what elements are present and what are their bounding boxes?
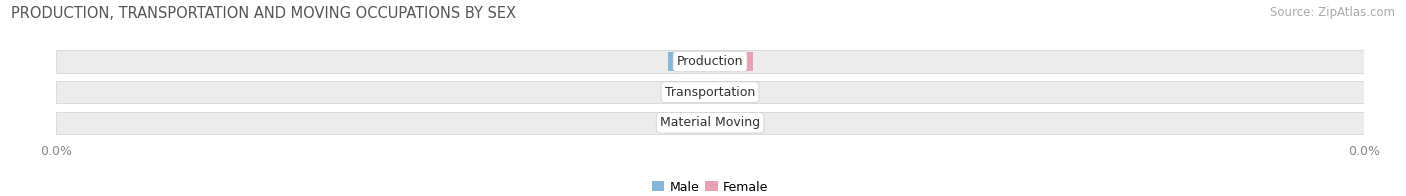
Bar [710,83,752,101]
Text: 0.0%: 0.0% [675,56,703,66]
Text: 0.0%: 0.0% [717,118,745,128]
Text: 0.0%: 0.0% [675,87,703,97]
Bar [668,83,710,101]
Bar [710,114,752,132]
Text: Source: ZipAtlas.com: Source: ZipAtlas.com [1270,6,1395,19]
Text: Material Moving: Material Moving [659,116,761,129]
Bar [668,53,710,71]
Text: PRODUCTION, TRANSPORTATION AND MOVING OCCUPATIONS BY SEX: PRODUCTION, TRANSPORTATION AND MOVING OC… [11,6,516,21]
Bar [56,81,1364,103]
Text: 0.0%: 0.0% [717,87,745,97]
Text: 0.0%: 0.0% [675,118,703,128]
Text: 0.0%: 0.0% [717,56,745,66]
Bar [668,114,710,132]
Bar [56,112,1364,134]
Text: Production: Production [676,55,744,68]
Bar [56,51,1364,73]
Text: Transportation: Transportation [665,86,755,99]
Bar [710,53,752,71]
Legend: Male, Female: Male, Female [647,176,773,196]
